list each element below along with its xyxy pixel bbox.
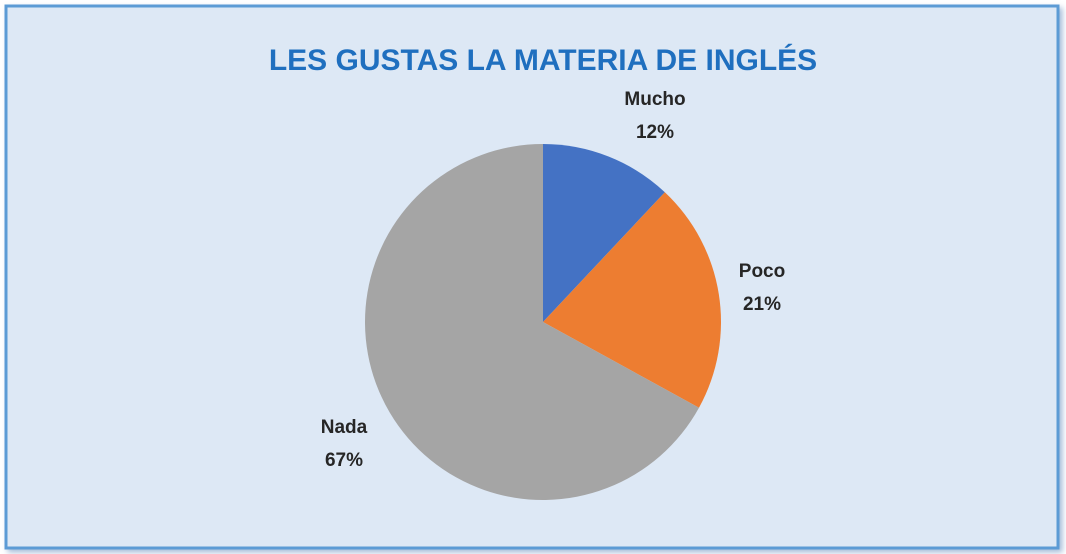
slice-label: Poco <box>739 261 785 282</box>
slice-value-label: 21% <box>743 294 781 315</box>
pie-slice <box>543 144 665 322</box>
slice-label: Mucho <box>624 89 685 110</box>
slice-value-label: 67% <box>325 450 363 471</box>
slice-label: Nada <box>321 417 368 438</box>
pie-slice <box>365 144 699 500</box>
slice-value-label: 12% <box>636 122 674 143</box>
pie-slice <box>543 192 721 408</box>
chart-title: LES GUSTAS LA MATERIA DE INGLÉS <box>269 43 817 77</box>
